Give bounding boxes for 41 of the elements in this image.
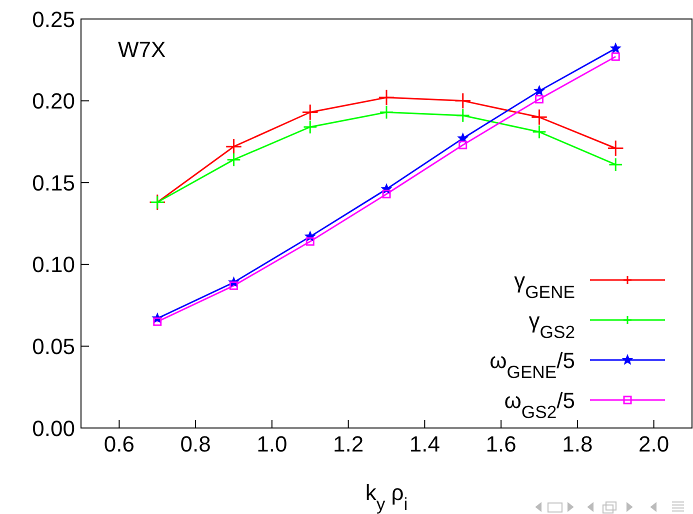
point xyxy=(153,317,162,326)
legend-label: γ$_{GENE}$ xyxy=(514,268,575,302)
legend-label: ω$_{GS2}$/5 xyxy=(504,388,575,422)
x-tick-label: 0.8 xyxy=(180,432,211,457)
x-axis-title: k$_{y}$ ρ$_{i}$ xyxy=(365,480,408,514)
point xyxy=(382,190,391,198)
point xyxy=(225,138,242,155)
point xyxy=(530,108,548,126)
point xyxy=(611,52,620,61)
legend-label: ω$_{GENE}$/5 xyxy=(490,348,575,382)
y-tick-label: 0.20 xyxy=(32,88,75,114)
y-tick-label: 0.00 xyxy=(32,416,75,441)
legend-label: γ$_{GS2}$ xyxy=(528,308,575,342)
x-tick-label: 0.6 xyxy=(104,432,134,457)
point xyxy=(535,94,544,104)
point xyxy=(607,140,624,157)
point xyxy=(302,104,318,121)
point xyxy=(378,89,395,106)
y-tick-label: 0.10 xyxy=(32,252,75,278)
point xyxy=(532,124,546,140)
x-tick-label: 1.2 xyxy=(333,432,364,457)
point xyxy=(306,237,314,246)
point xyxy=(534,86,544,96)
x-tick-label: 2.0 xyxy=(638,432,670,457)
y-tick-label: 0.05 xyxy=(32,334,75,360)
point xyxy=(454,92,472,110)
point xyxy=(610,43,621,53)
point xyxy=(230,281,238,290)
point xyxy=(379,105,394,120)
point xyxy=(302,120,318,134)
x-tick-label: 1.0 xyxy=(256,432,288,457)
point xyxy=(608,157,623,172)
x-tick-label: 1.8 xyxy=(562,432,593,457)
x-tick-label: 1.4 xyxy=(409,432,440,457)
y-tick-label: 0.15 xyxy=(32,170,75,196)
y-tick-label: 0.25 xyxy=(32,6,75,32)
point xyxy=(456,108,470,123)
annotation: W7X xyxy=(118,37,166,62)
x-tick-label: 1.6 xyxy=(486,432,516,457)
point xyxy=(226,152,241,167)
point xyxy=(458,140,468,150)
